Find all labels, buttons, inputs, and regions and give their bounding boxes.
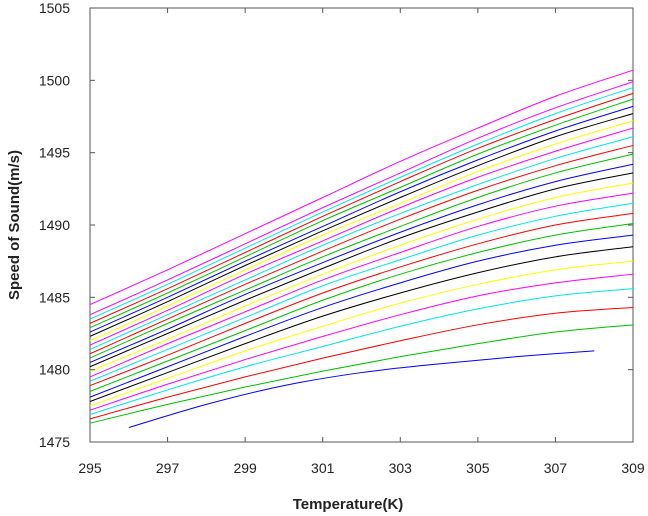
series-line-5 [89,273,634,411]
series-line-3 [89,306,634,420]
series-line-6 [89,260,634,407]
series-line-24 [89,92,634,324]
x-tick-label: 297 [156,460,180,476]
series-line-10 [89,212,634,387]
y-axis-title: Speed of Sound(m/s) [6,150,23,300]
x-tick-label: 303 [389,460,413,476]
series-line-21 [89,113,634,337]
series-layer [89,69,634,429]
x-axis-ticks: 295 297 299 301 303 305 307 309 [78,8,645,476]
y-tick-label: 1505 [39,0,70,16]
series-line-7 [89,246,634,402]
series-line-19 [89,127,634,346]
series-line-16 [89,153,634,359]
series-line-11 [89,202,634,382]
y-axis-ticks: 1475 1480 1485 1490 1495 1500 1505 [39,0,633,450]
x-tick-label: 301 [311,460,335,476]
x-tick-label: 309 [621,460,645,476]
x-axis-title: Temperature(K) [293,496,404,513]
series-line-20 [89,120,634,342]
series-line-8 [89,234,634,398]
series-line-17 [89,144,634,355]
series-line-18 [89,136,634,350]
series-line-22 [89,105,634,333]
series-line-23 [89,98,634,329]
series-line-9 [89,223,634,392]
x-tick-label: 295 [78,460,102,476]
y-tick-label: 1485 [39,289,70,305]
series-line-2 [89,324,634,424]
series-line-27 [89,69,634,306]
x-tick-label: 299 [233,460,257,476]
series-line-25 [89,87,634,320]
series-line-14 [89,172,634,368]
y-tick-label: 1500 [39,72,70,88]
x-tick-label: 305 [466,460,490,476]
y-tick-label: 1475 [39,434,70,450]
series-line-13 [89,182,634,372]
series-line-12 [89,192,634,378]
plot-area [89,7,634,443]
series-line-26 [89,81,634,316]
y-tick-label: 1490 [39,217,70,233]
series-line-1 [128,350,595,429]
y-tick-label: 1495 [39,145,70,161]
series-line-15 [89,163,634,363]
x-tick-label: 307 [544,460,568,476]
series-line-4 [89,288,634,415]
y-tick-label: 1480 [39,362,70,378]
